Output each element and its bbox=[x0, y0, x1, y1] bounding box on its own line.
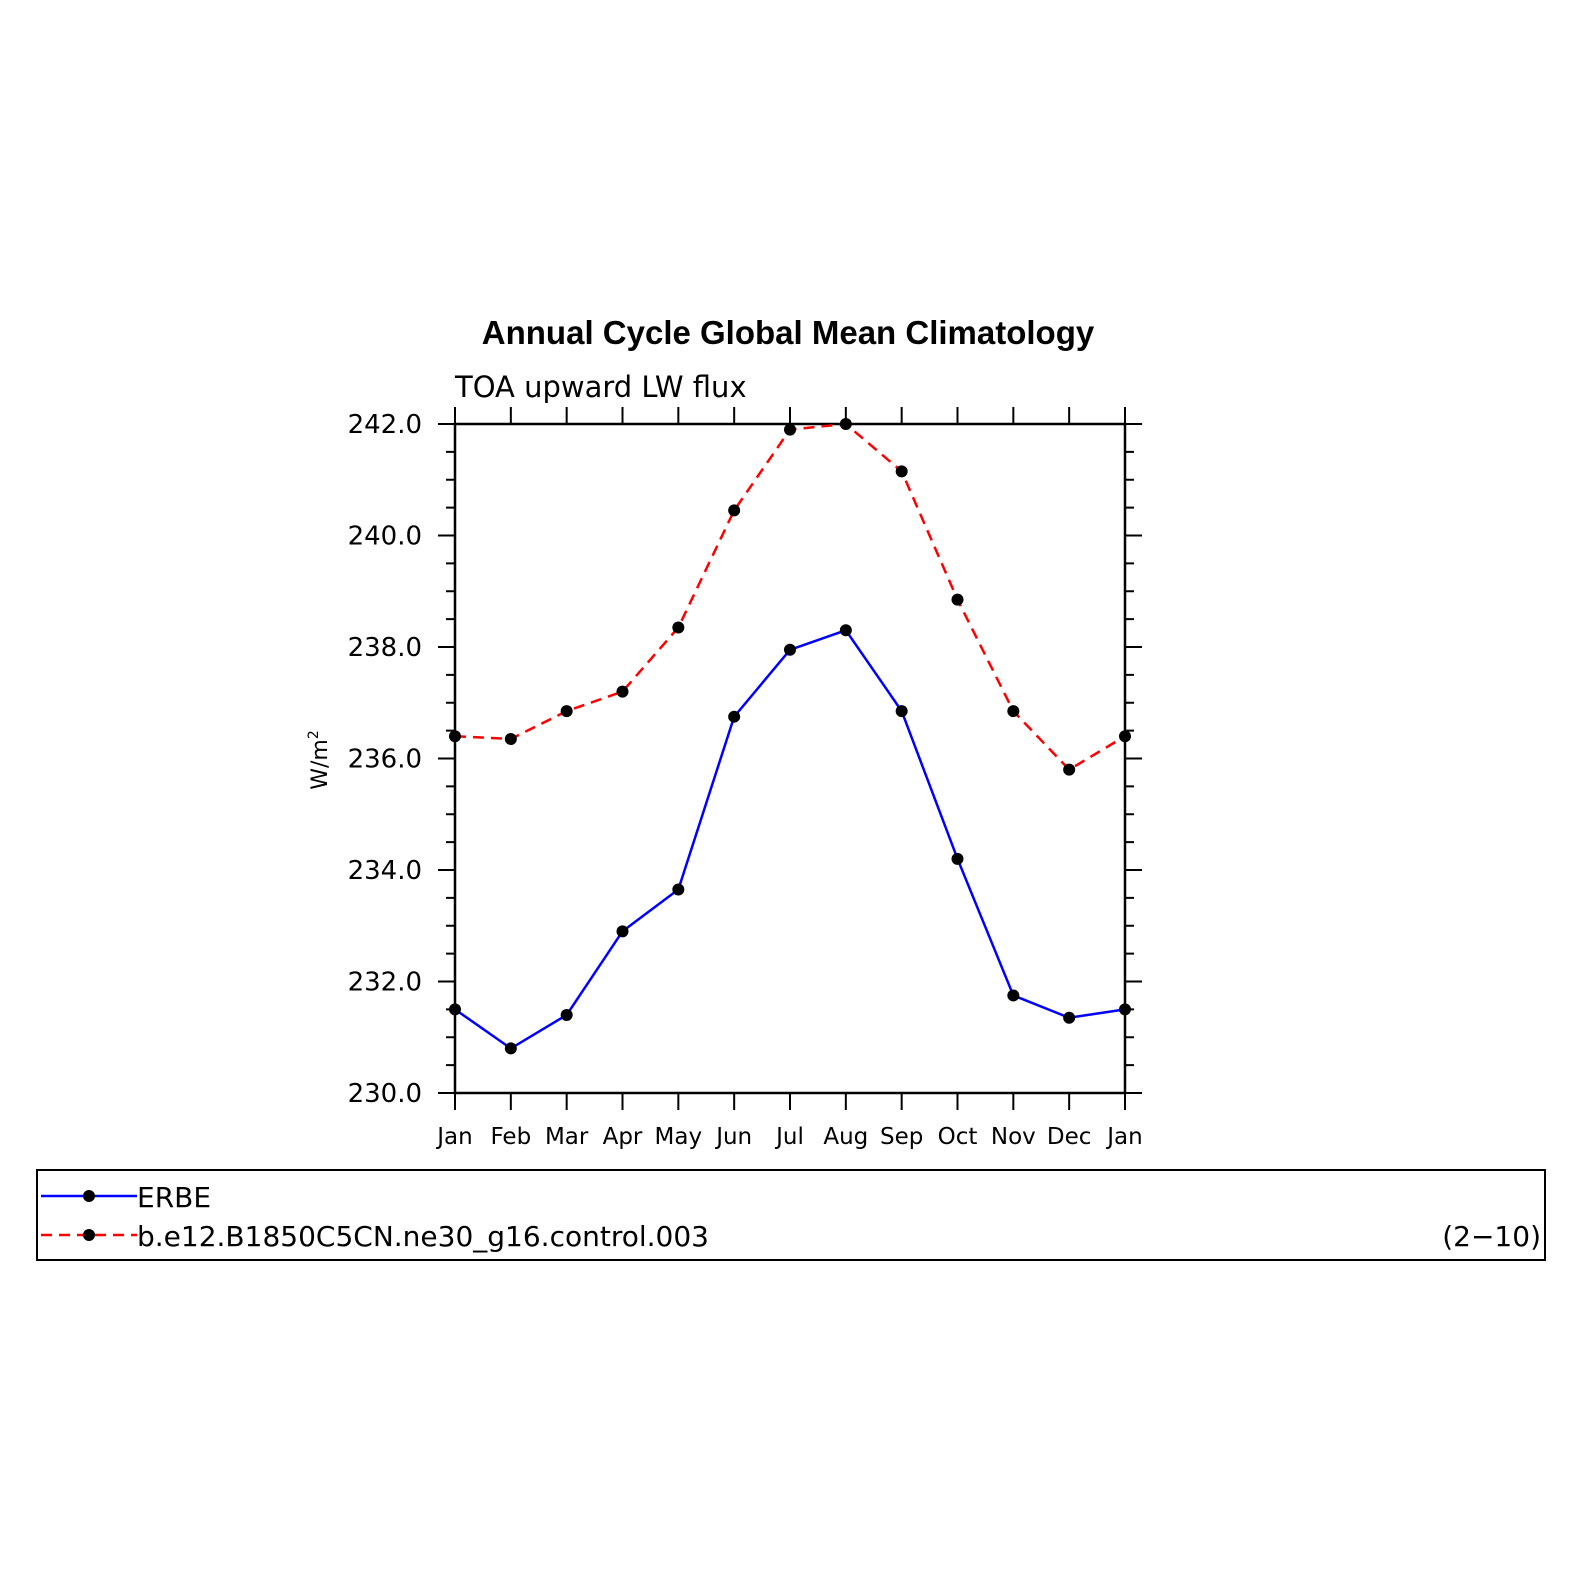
data-point-series-0 bbox=[672, 883, 685, 896]
y-tick-label: 242.0 bbox=[348, 410, 422, 440]
legend: ERBE b.e12.B1850C5CN.ne30_g16.control.00… bbox=[36, 1169, 1546, 1261]
x-tick-label: Mar bbox=[545, 1124, 589, 1150]
y-tick-label: 238.0 bbox=[348, 633, 422, 663]
y-tick-label: 230.0 bbox=[348, 1079, 422, 1109]
x-tick-label: Jul bbox=[774, 1124, 804, 1150]
legend-marker-model bbox=[83, 1229, 95, 1241]
data-point-series-0 bbox=[449, 1003, 461, 1016]
data-point-series-1 bbox=[449, 730, 461, 743]
data-point-series-1 bbox=[560, 705, 573, 718]
data-point-series-0 bbox=[616, 925, 629, 938]
data-point-series-0 bbox=[1119, 1003, 1131, 1016]
x-tick-label: May bbox=[655, 1124, 703, 1150]
plot-area: 230.0 232.0 234.0 236.0 238.0 240.0 242.0 Jan Fe… bbox=[348, 407, 1143, 1150]
legend-note: (2−10) bbox=[1442, 1220, 1541, 1253]
y-tick-label: 232.0 bbox=[348, 968, 422, 998]
chart-subtitle: TOA upward LW flux bbox=[454, 370, 747, 404]
data-point-series-1 bbox=[1119, 730, 1131, 743]
x-tick-label: Aug bbox=[823, 1124, 868, 1150]
data-point-series-1 bbox=[784, 423, 796, 436]
data-point-series-1 bbox=[672, 621, 685, 634]
data-point-series-0 bbox=[504, 1042, 517, 1055]
x-tick-label: Jan bbox=[435, 1124, 472, 1150]
svg-text:W/m2: W/m2 bbox=[306, 730, 333, 790]
series-line-0 bbox=[454, 628, 1126, 1050]
plot-frame bbox=[453, 422, 1127, 1095]
x-tick-label: Sep bbox=[880, 1124, 923, 1150]
y-tick-label: 240.0 bbox=[348, 522, 422, 552]
legend-label-erbe: ERBE bbox=[137, 1181, 211, 1214]
x-tick-label: Nov bbox=[991, 1124, 1036, 1150]
data-point-series-0 bbox=[895, 705, 908, 718]
legend-box bbox=[36, 1169, 1546, 1261]
data-point-series-0 bbox=[1007, 989, 1020, 1002]
x-tick-label: Apr bbox=[603, 1124, 643, 1150]
y-axis-label: W/m2 bbox=[306, 730, 333, 790]
y-tick-label: 234.0 bbox=[348, 856, 422, 886]
data-point-series-1 bbox=[1007, 705, 1020, 718]
data-point-series-0 bbox=[728, 710, 741, 723]
x-tick-label: Oct bbox=[938, 1124, 978, 1150]
data-point-series-1 bbox=[616, 685, 629, 698]
data-point-series-1 bbox=[895, 465, 908, 478]
y-axis-label-superscript: 2 bbox=[306, 730, 322, 739]
series-line-1 bbox=[454, 422, 1126, 772]
data-point-series-0 bbox=[1063, 1011, 1076, 1024]
data-point-series-0 bbox=[560, 1008, 573, 1021]
legend-label-model: b.e12.B1850C5CN.ne30_g16.control.003 bbox=[137, 1220, 709, 1253]
data-point-series-0 bbox=[839, 624, 852, 637]
legend-marker-erbe bbox=[83, 1190, 95, 1202]
x-tick-label: Feb bbox=[490, 1124, 531, 1150]
x-tick-label: Jan bbox=[1105, 1124, 1142, 1150]
chart-title: Annual Cycle Global Mean Climatology bbox=[482, 314, 1095, 351]
y-tick-label: 236.0 bbox=[348, 745, 422, 775]
data-point-series-1 bbox=[504, 732, 517, 745]
data-point-series-0 bbox=[784, 643, 796, 656]
data-point-series-1 bbox=[951, 593, 964, 606]
y-axis-label-text: W/m bbox=[308, 739, 333, 790]
data-point-series-1 bbox=[1063, 763, 1076, 776]
x-tick-label: Jun bbox=[714, 1124, 752, 1150]
data-point-series-1 bbox=[728, 504, 741, 517]
data-point-series-1 bbox=[839, 418, 852, 430]
x-tick-label: Dec bbox=[1047, 1124, 1092, 1150]
data-point-series-0 bbox=[951, 852, 964, 865]
